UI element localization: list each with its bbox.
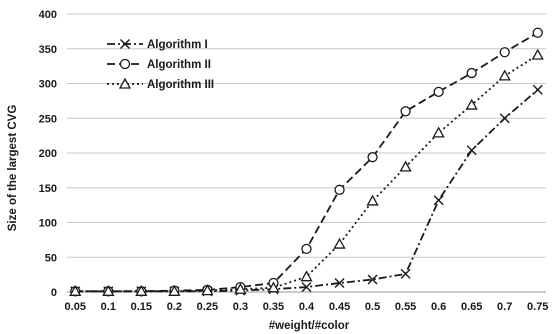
x-axis: 0.05 0.1 0.15 0.2 0.25 0.3 0.35 0.4 0.45 0.5 0.55 0… xyxy=(65,301,549,313)
legend-entry-3: Algorithm III xyxy=(107,77,214,91)
y-axis: 0 50 100 150 200 250 300 350 400 xyxy=(39,9,57,299)
y-tick-label: 150 xyxy=(39,183,57,195)
triangle-marker xyxy=(498,69,511,81)
y-tick-label: 50 xyxy=(45,252,57,264)
x-tick-label: 0.4 xyxy=(299,301,315,313)
triangle-marker xyxy=(168,284,181,296)
y-tick-label: 200 xyxy=(39,148,57,160)
x-tick-label: 0.45 xyxy=(329,301,350,313)
y-tick-label: 400 xyxy=(39,9,57,21)
triangle-marker xyxy=(333,237,346,249)
series-3 xyxy=(69,48,544,296)
y-tick-label: 300 xyxy=(39,79,57,91)
marker-stroke xyxy=(466,145,477,156)
x-tick-label: 0.65 xyxy=(461,301,482,313)
series-1 xyxy=(70,84,543,297)
triangle-marker xyxy=(69,284,82,296)
x-tick-label: 0.2 xyxy=(167,301,182,313)
x-marker xyxy=(499,113,510,124)
x-axis-label: #weight/#color xyxy=(269,320,350,332)
marker-stroke xyxy=(400,268,411,279)
x-marker xyxy=(532,84,543,95)
x-marker xyxy=(466,145,477,156)
y-tick-label: 0 xyxy=(51,287,57,299)
series-line xyxy=(75,89,539,293)
legend-entry-2: Algorithm II xyxy=(107,58,211,71)
marker-stroke xyxy=(334,277,345,288)
x-tick-label: 0.05 xyxy=(65,301,86,313)
y-tick-label: 350 xyxy=(39,44,57,56)
triangle-marker xyxy=(102,284,115,296)
triangle-marker xyxy=(135,284,148,296)
circle-marker xyxy=(466,67,477,79)
triangle-marker xyxy=(201,284,214,296)
x-tick-label: 0.35 xyxy=(263,301,284,313)
legend-label: Algorithm III xyxy=(147,79,214,91)
circle-marker xyxy=(119,58,131,70)
series-2 xyxy=(70,27,543,297)
marker-stroke xyxy=(499,113,510,124)
triangle-marker xyxy=(300,270,313,282)
triangle-marker xyxy=(366,194,379,206)
y-tick-label: 100 xyxy=(39,218,57,230)
x-marker xyxy=(433,195,444,206)
x-tick-label: 0.25 xyxy=(197,301,218,313)
marker-stroke xyxy=(433,195,444,206)
triangle-marker xyxy=(531,48,544,60)
x-marker xyxy=(334,277,345,288)
circle-marker xyxy=(400,106,411,117)
circle-marker xyxy=(433,86,444,97)
x-tick-label: 0.3 xyxy=(233,301,248,313)
x-tick-label: 0.15 xyxy=(131,301,152,313)
series-group xyxy=(69,27,544,297)
circle-marker xyxy=(334,184,345,195)
triangle-marker xyxy=(234,282,247,294)
triangle-marker xyxy=(465,98,478,110)
grid xyxy=(67,13,546,293)
x-marker xyxy=(400,268,411,279)
x-tick-label: 0.55 xyxy=(395,301,416,313)
legend-label: Algorithm II xyxy=(147,59,211,71)
circle-marker xyxy=(499,47,510,58)
x-marker xyxy=(301,282,312,293)
marker-stroke xyxy=(532,84,543,95)
x-tick-label: 0.7 xyxy=(497,301,512,313)
circle-marker xyxy=(367,152,378,163)
y-tick-label: 250 xyxy=(39,113,57,125)
marker-stroke xyxy=(120,39,130,49)
legend-entry-1: Algorithm I xyxy=(107,39,208,51)
circle-marker xyxy=(301,243,312,255)
legend: Algorithm I Algorithm II Algorithm III xyxy=(107,39,214,91)
triangle-marker xyxy=(267,281,280,293)
triangle-marker xyxy=(399,160,412,172)
x-tick-label: 0.6 xyxy=(431,301,446,313)
x-tick-label: 0.75 xyxy=(527,301,548,313)
x-marker xyxy=(120,39,130,49)
triangle-marker xyxy=(432,126,445,138)
x-marker xyxy=(367,274,378,285)
marker-stroke xyxy=(367,274,378,285)
circle-marker xyxy=(532,27,543,38)
x-tick-label: 0.1 xyxy=(101,301,116,313)
y-axis-label: Size of the largest CVG xyxy=(7,105,19,232)
series-line xyxy=(75,54,539,293)
x-tick-label: 0.5 xyxy=(365,301,380,313)
legend-label: Algorithm I xyxy=(147,39,208,51)
triangle-marker xyxy=(118,77,132,89)
marker-stroke xyxy=(301,282,312,293)
